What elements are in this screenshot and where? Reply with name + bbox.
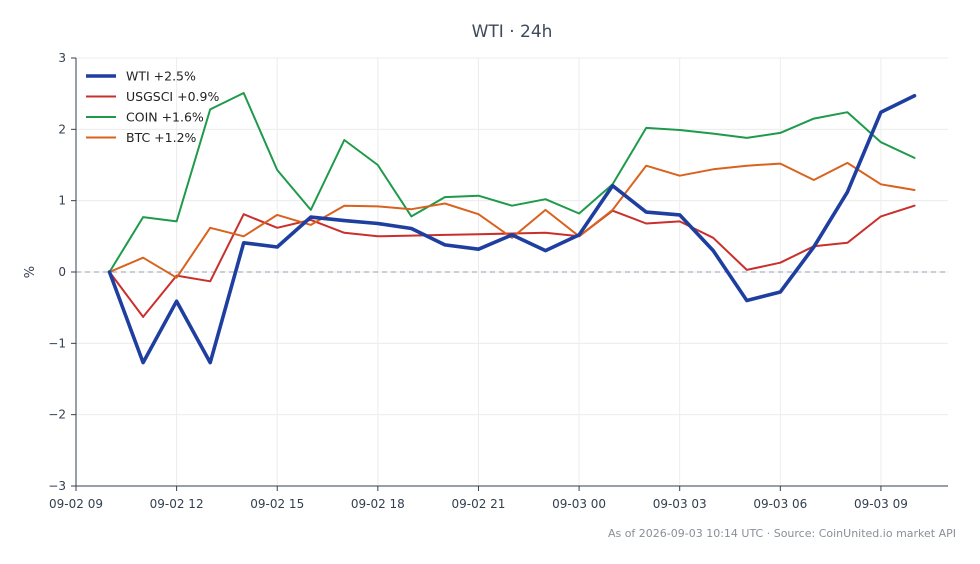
x-tick-label: 09-02 18	[351, 497, 405, 511]
y-axis-label: %	[23, 266, 38, 278]
x-tick-label: 09-02 12	[150, 497, 204, 511]
x-tick-label: 09-03 06	[753, 497, 807, 511]
series-line-coin	[108, 92, 916, 273]
legend-entry-label: COIN +1.6%	[126, 110, 204, 125]
grid	[75, 57, 948, 487]
y-tick-label: 0	[58, 265, 66, 279]
y-tick-label: −3	[48, 479, 66, 493]
chart-title: WTI · 24h	[472, 22, 553, 42]
x-tick-label: 09-02 15	[250, 497, 304, 511]
series-line-usgsci	[108, 204, 916, 318]
x-tick-label: 09-02 21	[451, 497, 505, 511]
series-lines	[107, 92, 917, 365]
series-line-wti	[107, 94, 917, 365]
x-tick-label: 09-03 00	[552, 497, 606, 511]
legend: WTI +2.5% USGSCI +0.9% COIN +1.6% BTC +1.2%	[86, 69, 219, 145]
y-tick-label: 2	[58, 122, 66, 136]
legend-entry-label: WTI +2.5%	[126, 69, 196, 84]
axes: −3 −2 −1 0 1 2 3 09-02 09 09-02 12 09-02 15 09-02 …	[48, 51, 948, 511]
x-tick-label: 09-02 09	[49, 497, 103, 511]
y-tick-label: −1	[48, 336, 66, 350]
legend-entry-label: USGSCI +0.9%	[126, 89, 219, 104]
y-tick-label: −2	[48, 408, 66, 422]
y-tick-label: 1	[58, 194, 66, 208]
x-tick-label: 09-03 09	[854, 497, 908, 511]
y-tick-label: 3	[58, 51, 66, 65]
x-tick-label: 09-03 03	[653, 497, 707, 511]
source-footer: As of 2026-09-03 10:14 UTC · Source: Coi…	[608, 527, 956, 540]
legend-entry-label: BTC +1.2%	[126, 130, 197, 145]
series-line-btc	[108, 161, 916, 279]
